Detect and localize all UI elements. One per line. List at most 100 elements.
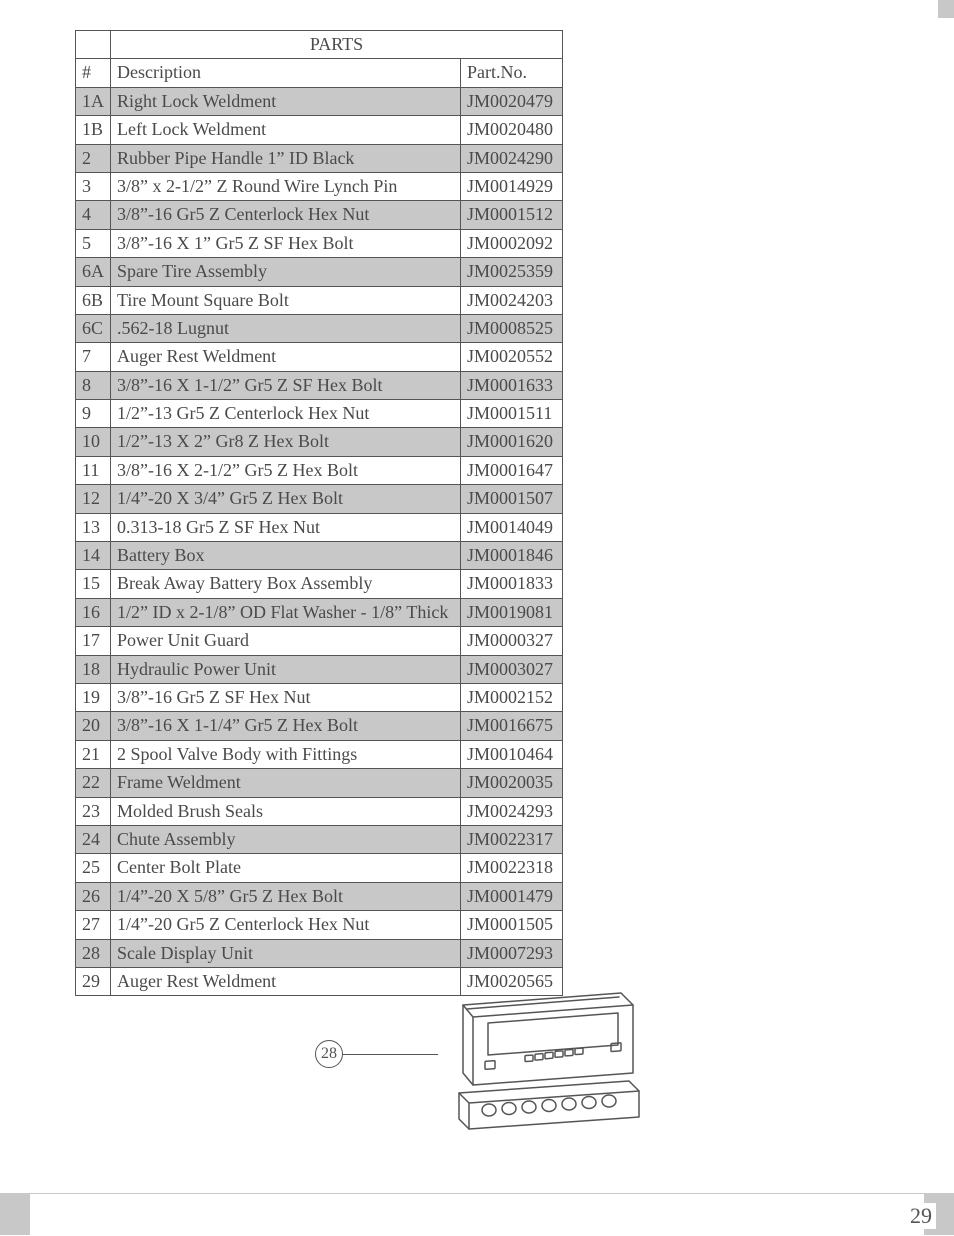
cell-part: JM0003027 <box>461 655 563 683</box>
cell-desc: 1/4”-20 X 3/4” Gr5 Z Hex Bolt <box>111 485 461 513</box>
table-row: 18Hydraulic Power UnitJM0003027 <box>76 655 563 683</box>
table-row: 101/2”-13 X 2” Gr8 Z Hex BoltJM0001620 <box>76 428 563 456</box>
table-row: 203/8”-16 X 1-1/4” Gr5 Z Hex BoltJM00166… <box>76 712 563 740</box>
table-row: 6ASpare Tire AssemblyJM0025359 <box>76 258 563 286</box>
cell-part: JM0025359 <box>461 258 563 286</box>
cell-num: 20 <box>76 712 111 740</box>
cell-part: JM0002152 <box>461 683 563 711</box>
cell-desc: Spare Tire Assembly <box>111 258 461 286</box>
cell-desc: Tire Mount Square Bolt <box>111 286 461 314</box>
cell-num: 26 <box>76 882 111 910</box>
header-tab-stub <box>879 0 954 18</box>
table-row: 121/4”-20 X 3/4” Gr5 Z Hex BoltJM0001507 <box>76 485 563 513</box>
cell-part: JM0014929 <box>461 172 563 200</box>
scale-display-diagram: 28 <box>315 985 655 1145</box>
footer-inner <box>30 1194 924 1236</box>
cell-num: 17 <box>76 627 111 655</box>
cell-num: 9 <box>76 400 111 428</box>
cell-part: JM0020480 <box>461 116 563 144</box>
cell-desc: Frame Weldment <box>111 769 461 797</box>
table-row: 83/8”-16 X 1-1/2” Gr5 Z SF Hex BoltJM000… <box>76 371 563 399</box>
cell-num: 22 <box>76 769 111 797</box>
cell-part: JM0024203 <box>461 286 563 314</box>
cell-num: 13 <box>76 513 111 541</box>
cell-num: 1A <box>76 87 111 115</box>
cell-num: 24 <box>76 825 111 853</box>
cell-part: JM0001479 <box>461 882 563 910</box>
cell-num: 19 <box>76 683 111 711</box>
table-row: 2Rubber Pipe Handle 1” ID BlackJM0024290 <box>76 144 563 172</box>
callout-leader-line <box>343 1054 438 1055</box>
cell-part: JM0001512 <box>461 201 563 229</box>
table-header-part: Part.No. <box>461 59 563 87</box>
table-row: 91/2”-13 Gr5 Z Centerlock Hex NutJM00015… <box>76 400 563 428</box>
cell-desc: Right Lock Weldment <box>111 87 461 115</box>
cell-num: 6B <box>76 286 111 314</box>
cell-part: JM0000327 <box>461 627 563 655</box>
cell-num: 5 <box>76 229 111 257</box>
cell-desc: Scale Display Unit <box>111 939 461 967</box>
cell-desc: 2 Spool Valve Body with Fittings <box>111 740 461 768</box>
table-row: 53/8”-16 X 1” Gr5 Z SF Hex BoltJM0002092 <box>76 229 563 257</box>
cell-part: JM0002092 <box>461 229 563 257</box>
cell-desc: Break Away Battery Box Assembly <box>111 570 461 598</box>
cell-desc: 1/4”-20 Gr5 Z Centerlock Hex Nut <box>111 911 461 939</box>
callout-number: 28 <box>321 1045 337 1063</box>
cell-num: 14 <box>76 542 111 570</box>
cell-num: 7 <box>76 343 111 371</box>
cell-num: 1B <box>76 116 111 144</box>
cell-desc: Power Unit Guard <box>111 627 461 655</box>
cell-desc: 3/8”-16 X 2-1/2” Gr5 Z Hex Bolt <box>111 456 461 484</box>
cell-part: JM0001620 <box>461 428 563 456</box>
table-row: 161/2” ID x 2-1/8” OD Flat Washer - 1/8”… <box>76 598 563 626</box>
table-row: 22Frame WeldmentJM0020035 <box>76 769 563 797</box>
cell-part: JM0008525 <box>461 314 563 342</box>
cell-part: JM0022318 <box>461 854 563 882</box>
cell-num: 6C <box>76 314 111 342</box>
table-row: 261/4”-20 X 5/8” Gr5 Z Hex BoltJM0001479 <box>76 882 563 910</box>
cell-part: JM0019081 <box>461 598 563 626</box>
table-row: 1BLeft Lock WeldmentJM0020480 <box>76 116 563 144</box>
cell-num: 18 <box>76 655 111 683</box>
table-row: 130.313-18 Gr5 Z SF Hex NutJM0014049 <box>76 513 563 541</box>
cell-desc: Left Lock Weldment <box>111 116 461 144</box>
cell-part: JM0007293 <box>461 939 563 967</box>
table-row: 15Break Away Battery Box AssemblyJM00018… <box>76 570 563 598</box>
cell-num: 28 <box>76 939 111 967</box>
cell-num: 25 <box>76 854 111 882</box>
callout-bubble: 28 <box>315 1040 343 1068</box>
cell-desc: Center Bolt Plate <box>111 854 461 882</box>
cell-desc: 0.313-18 Gr5 Z SF Hex Nut <box>111 513 461 541</box>
cell-num: 6A <box>76 258 111 286</box>
cell-desc: 1/2” ID x 2-1/8” OD Flat Washer - 1/8” T… <box>111 598 461 626</box>
cell-desc: .562-18 Lugnut <box>111 314 461 342</box>
cell-desc: 3/8”-16 Gr5 Z SF Hex Nut <box>111 683 461 711</box>
cell-part: JM0001846 <box>461 542 563 570</box>
cell-part: JM0024293 <box>461 797 563 825</box>
cell-part: JM0001511 <box>461 400 563 428</box>
cell-desc: Chute Assembly <box>111 825 461 853</box>
table-title-blank <box>76 31 111 59</box>
cell-desc: Rubber Pipe Handle 1” ID Black <box>111 144 461 172</box>
cell-part: JM0001505 <box>461 911 563 939</box>
cell-desc: Battery Box <box>111 542 461 570</box>
cell-num: 4 <box>76 201 111 229</box>
cell-num: 29 <box>76 967 111 995</box>
cell-num: 27 <box>76 911 111 939</box>
cell-desc: 3/8” x 2-1/2” Z Round Wire Lynch Pin <box>111 172 461 200</box>
table-row: 6C.562-18 LugnutJM0008525 <box>76 314 563 342</box>
cell-desc: Auger Rest Weldment <box>111 343 461 371</box>
cell-part: JM0020035 <box>461 769 563 797</box>
cell-desc: 1/4”-20 X 5/8” Gr5 Z Hex Bolt <box>111 882 461 910</box>
cell-desc: 1/2”-13 Gr5 Z Centerlock Hex Nut <box>111 400 461 428</box>
table-row: 1ARight Lock WeldmentJM0020479 <box>76 87 563 115</box>
table-row: 271/4”-20 Gr5 Z Centerlock Hex NutJM0001… <box>76 911 563 939</box>
table-row: 25Center Bolt PlateJM0022318 <box>76 854 563 882</box>
cell-num: 11 <box>76 456 111 484</box>
cell-num: 16 <box>76 598 111 626</box>
cell-part: JM0001633 <box>461 371 563 399</box>
cell-desc: 3/8”-16 X 1-1/4” Gr5 Z Hex Bolt <box>111 712 461 740</box>
cell-part: JM0024290 <box>461 144 563 172</box>
cell-desc: 3/8”-16 X 1” Gr5 Z SF Hex Bolt <box>111 229 461 257</box>
cell-num: 2 <box>76 144 111 172</box>
